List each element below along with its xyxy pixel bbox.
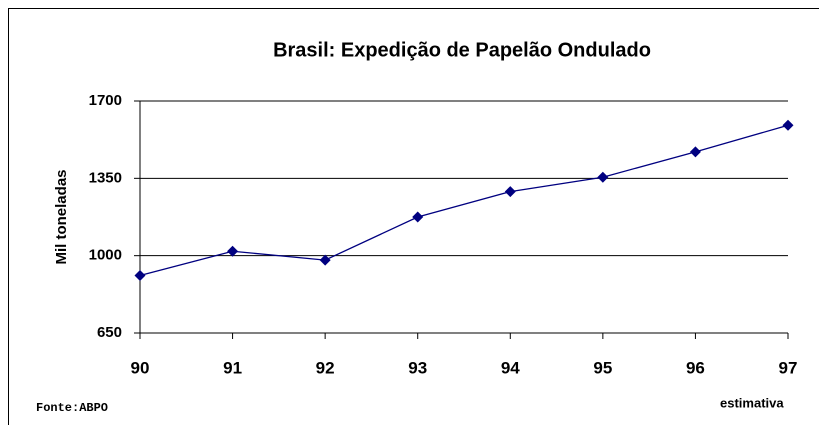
source-note: Fonte:ABPO xyxy=(36,401,108,415)
y-tick-label: 650 xyxy=(97,324,122,341)
data-point xyxy=(134,270,146,282)
x-tick-label: 93 xyxy=(408,358,427,377)
x-tick-label: 91 xyxy=(223,358,242,377)
data-point xyxy=(412,211,424,223)
data-line xyxy=(139,124,789,277)
data-point xyxy=(504,186,516,198)
y-tick-label: 1350 xyxy=(89,169,122,186)
x-tick-label: 96 xyxy=(686,358,705,377)
x-tick-label: 97 xyxy=(779,358,798,377)
data-point xyxy=(689,146,701,158)
data-point xyxy=(597,171,609,183)
y-tick-label: 1000 xyxy=(89,247,122,264)
estimate-note: estimativa xyxy=(720,395,784,410)
data-point xyxy=(782,119,794,131)
chart-title: Brasil: Expedição de Papelão Ondulado xyxy=(273,39,651,61)
y-tick-label: 1700 xyxy=(89,92,122,109)
x-tick-label: 94 xyxy=(501,358,520,377)
data-point xyxy=(319,254,331,266)
x-tick-label: 92 xyxy=(316,358,335,377)
x-tick-label: 90 xyxy=(131,358,150,377)
data-point xyxy=(227,245,239,257)
y-axis-label: Mil toneladas xyxy=(53,169,70,264)
x-tick-label: 95 xyxy=(593,358,612,377)
